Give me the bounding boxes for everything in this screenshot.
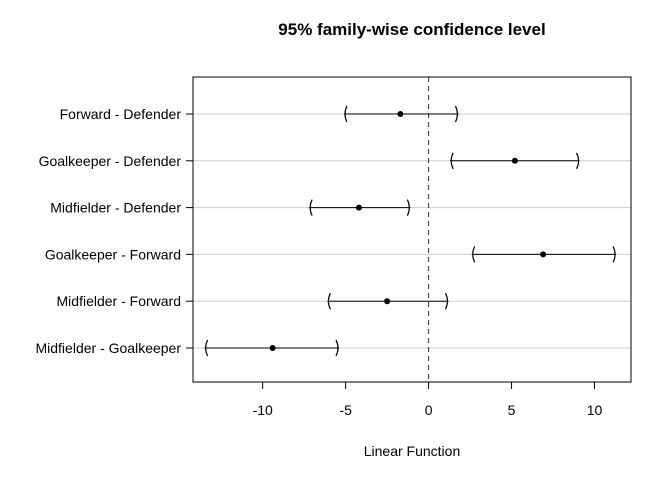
estimate-point: [511, 157, 518, 164]
x-tick-label: -10: [253, 402, 273, 418]
lower-bound-bracket: [327, 292, 331, 310]
x-tick-label: 10: [587, 402, 603, 418]
interval: [204, 339, 339, 357]
interval: [343, 105, 459, 123]
lower-bound-bracket: [344, 105, 348, 123]
lower-bound-bracket: [472, 246, 476, 263]
interval: [450, 152, 580, 170]
interval: [327, 292, 449, 310]
y-axis-labels: Forward - Defender Goalkeeper - Defender M…: [35, 106, 193, 356]
estimate-point: [397, 111, 404, 117]
x-tick-label: -5: [339, 402, 352, 418]
y-tick-label: Goalkeeper - Forward: [45, 246, 181, 262]
x-axis-label: Linear Function: [364, 443, 461, 459]
chart-title: 95% family-wise confidence level: [278, 20, 545, 39]
interval: [471, 246, 617, 263]
plot-frame: [192, 76, 632, 383]
lower-bound-bracket: [450, 152, 454, 170]
grid-lines: [193, 113, 631, 349]
upper-bound-bracket: [406, 199, 410, 216]
y-tick-label: Midfielder - Forward: [57, 293, 181, 309]
upper-bound-bracket: [612, 246, 616, 263]
intervals: [204, 105, 617, 357]
estimate-point: [384, 298, 391, 305]
upper-bound-bracket: [576, 152, 580, 170]
interval: [309, 199, 411, 216]
y-tick-label: Midfielder - Defender: [50, 200, 181, 216]
estimate-point: [269, 345, 276, 351]
y-tick-label: Midfielder - Goalkeeper: [35, 340, 181, 356]
y-tick-label: Forward - Defender: [60, 106, 182, 122]
upper-bound-bracket: [444, 292, 449, 310]
x-tick-label: 0: [425, 402, 433, 418]
estimate-point: [355, 204, 362, 211]
x-axis: -10 -5 0 5 10: [253, 382, 603, 418]
upper-bound-bracket: [454, 105, 459, 123]
lower-bound-bracket: [205, 339, 209, 357]
lower-bound-bracket: [309, 199, 313, 216]
estimate-point: [540, 251, 547, 258]
upper-bound-bracket: [335, 339, 339, 357]
y-tick-label: Goalkeeper - Defender: [39, 153, 182, 169]
x-tick-label: 5: [508, 402, 516, 418]
